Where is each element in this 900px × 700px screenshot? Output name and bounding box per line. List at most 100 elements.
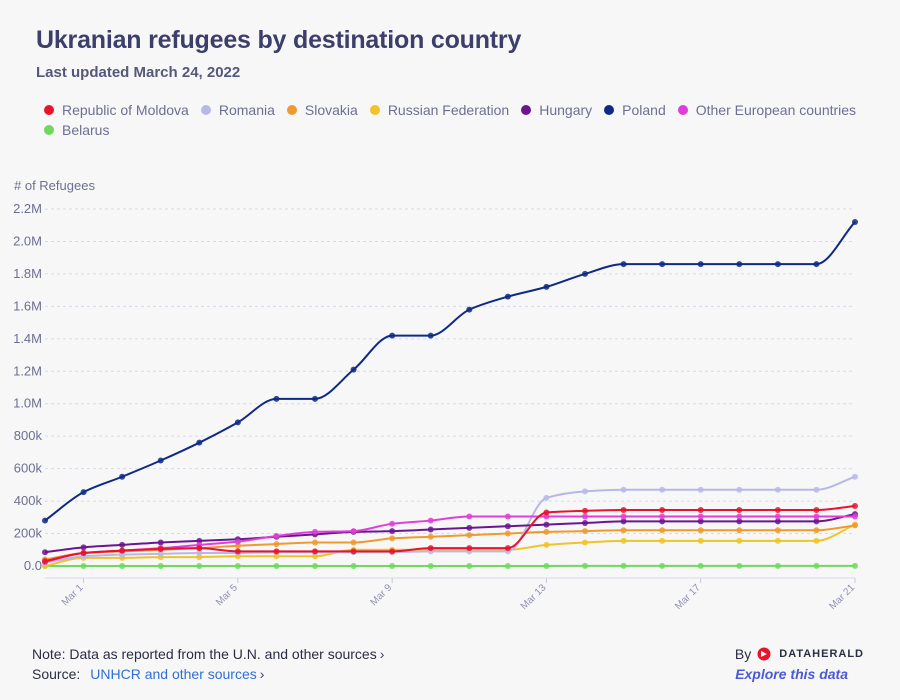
legend-item[interactable]: Other European countries: [677, 103, 856, 117]
data-point: [697, 537, 704, 544]
data-point: [774, 527, 781, 534]
data-point: [659, 507, 666, 514]
data-point: [813, 513, 820, 520]
note-text: Note: Data as reported from the U.N. and…: [32, 646, 377, 662]
data-point: [466, 532, 473, 539]
data-point: [466, 524, 473, 531]
data-point: [80, 563, 87, 569]
data-point: [504, 545, 511, 552]
legend-label: Russian Federation: [387, 102, 510, 118]
data-point: [582, 539, 588, 546]
data-point: [234, 548, 241, 555]
data-point: [659, 537, 666, 544]
legend-marker: [44, 105, 54, 115]
data-point: [852, 513, 858, 520]
data-point: [273, 548, 280, 555]
data-point: [813, 486, 820, 493]
source-link[interactable]: UNHCR and other sources: [90, 666, 257, 682]
series-line: [44, 513, 856, 554]
legend-label: Romania: [218, 102, 275, 118]
data-point: [620, 507, 627, 514]
legend-label: Republic of Moldova: [62, 102, 189, 118]
line-chart: 0.0 200k 400k 600k 800k 1.0M 1.2M 1.4M 1.6M 1.8M 2…: [13, 201, 858, 612]
y-tick-label: 1.0M: [13, 396, 42, 411]
data-point: [42, 558, 48, 565]
data-point: [119, 547, 126, 554]
legend-marker: [604, 105, 615, 115]
y-tick-label: 1.4M: [13, 331, 42, 346]
data-point: [427, 563, 434, 569]
data-point: [774, 513, 781, 520]
legend-label: Hungary: [539, 102, 593, 118]
y-tick-label: 2.2M: [13, 201, 42, 216]
data-point: [504, 523, 511, 530]
data-point: [504, 293, 511, 300]
data-point: [582, 519, 588, 526]
footer-source: Source: UNHCR and other sources ›: [32, 666, 264, 682]
legend-marker: [286, 105, 297, 115]
data-point: [543, 283, 550, 290]
legend-item[interactable]: Romania: [200, 102, 275, 118]
legend-item[interactable]: Slovakia: [286, 102, 358, 118]
legend-item[interactable]: Republic of Moldova: [44, 103, 189, 117]
legend-item[interactable]: Russian Federation: [369, 102, 510, 118]
y-tick-label: 0.0: [24, 558, 42, 573]
x-tick-label: Mar 17: [673, 582, 703, 612]
x-tick-label: Mar 21: [827, 582, 857, 612]
y-axis-title: # of Refugees: [14, 178, 95, 193]
data-point: [350, 539, 357, 546]
attribution[interactable]: By DATAHERALD: [735, 646, 864, 662]
data-point: [736, 513, 743, 520]
data-point: [196, 439, 203, 446]
data-point: [543, 494, 550, 501]
data-point: [736, 537, 743, 544]
footer-note[interactable]: Note: Data as reported from the U.N. and…: [32, 646, 384, 662]
data-point: [312, 539, 318, 546]
legend-label: Poland: [622, 102, 666, 118]
data-point: [157, 545, 164, 552]
data-point: [350, 366, 357, 373]
data-point: [312, 563, 318, 569]
data-point: [659, 261, 666, 268]
by-label: By: [734, 646, 752, 662]
dataherald-logo-icon: [757, 647, 771, 661]
data-point: [389, 332, 396, 339]
data-point: [350, 548, 357, 555]
y-tick-label: 600k: [14, 461, 43, 476]
chart-subtitle: Last updated March 24, 2022: [36, 64, 241, 81]
y-tick-label: 1.8M: [13, 266, 42, 281]
y-tick-label: 1.6M: [13, 298, 42, 313]
data-point: [157, 550, 164, 557]
data-point: [80, 550, 87, 557]
data-point: [389, 520, 396, 527]
legend-item[interactable]: Poland: [604, 103, 666, 117]
data-point: [543, 509, 550, 516]
chevron-right-icon: ›: [259, 666, 265, 682]
legend-item[interactable]: Hungary: [521, 103, 592, 117]
data-point: [774, 562, 781, 569]
legend-marker: [200, 105, 211, 115]
source-label: Source:: [32, 666, 81, 682]
series-line: [44, 504, 856, 563]
data-point: [774, 518, 781, 525]
brand-name: DATAHERALD: [779, 648, 864, 660]
y-tick-label: 200k: [14, 526, 43, 541]
data-point: [504, 563, 511, 569]
data-point: [736, 486, 743, 493]
legend-item[interactable]: Belarus: [44, 123, 109, 137]
data-point: [582, 270, 588, 277]
data-point: [427, 517, 434, 524]
data-point: [620, 527, 627, 534]
data-point: [582, 562, 588, 569]
data-point: [620, 261, 627, 268]
data-point: [42, 517, 48, 524]
data-point: [119, 541, 126, 548]
y-tick-label: 2.0M: [13, 233, 42, 248]
data-point: [659, 486, 666, 493]
legend-marker: [369, 105, 380, 115]
explore-data-link[interactable]: Explore this data: [735, 666, 848, 682]
data-point: [697, 527, 704, 534]
legend-label: Slovakia: [304, 102, 358, 118]
data-point: [697, 518, 704, 525]
data-point: [620, 513, 627, 520]
